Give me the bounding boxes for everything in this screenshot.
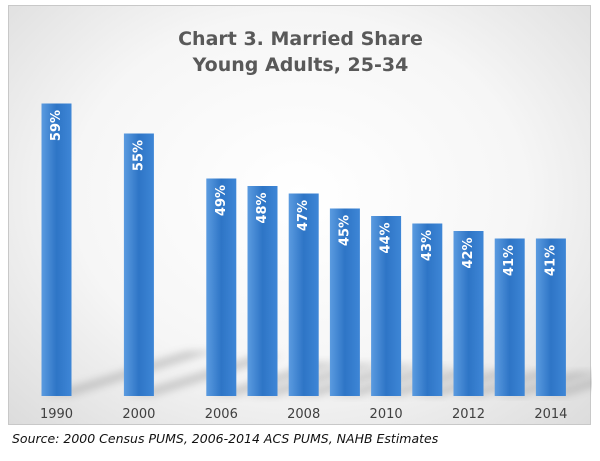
x-tick-label-2014: 2014: [534, 407, 567, 422]
chart-title-line-1: Chart 3. Married Share: [178, 28, 423, 50]
bar-2012: [453, 231, 484, 396]
x-tick-label-2006: 2006: [205, 407, 238, 422]
data-label-2011: 43%: [420, 230, 435, 261]
x-tick-label-2008: 2008: [287, 407, 320, 422]
bar-2013: [494, 238, 525, 396]
data-label-2008: 47%: [296, 200, 311, 231]
data-label-2007: 48%: [255, 192, 270, 223]
bar-1990: [41, 103, 72, 396]
data-label-2013: 41%: [502, 245, 517, 276]
data-label-2000: 55%: [131, 140, 146, 171]
bar-2009: [329, 208, 360, 396]
chart-frame: 59% 55% 49% 48% 47% 45% 44% 43% 42% 41% 41% 1990 20…: [8, 5, 592, 425]
data-label-2012: 42%: [461, 237, 476, 268]
bar-2008: [288, 193, 319, 396]
data-label-2014: 41%: [543, 245, 558, 276]
bar-2011: [412, 223, 443, 396]
chart-title: Chart 3. Married Share Young Adults, 25-…: [9, 26, 592, 78]
source-note: Source: 2000 Census PUMS, 2006-2014 ACS …: [12, 431, 439, 446]
data-label-1990: 59%: [49, 110, 64, 141]
data-label-2009: 45%: [337, 215, 352, 246]
bar-2006: [206, 178, 237, 396]
data-label-2006: 49%: [214, 185, 229, 216]
x-tick-label-1990: 1990: [40, 407, 73, 422]
chart-title-line-2: Young Adults, 25-34: [192, 54, 409, 76]
bar-2007: [247, 186, 278, 396]
bar-shadow: [123, 355, 284, 396]
x-tick-label-2010: 2010: [370, 407, 403, 422]
bar-2000: [123, 133, 154, 396]
bar-chart: 59% 55% 49% 48% 47% 45% 44% 43% 42% 41% 41% 1990 20…: [40, 103, 592, 422]
bar-2010: [371, 216, 402, 396]
x-tick-label-2000: 2000: [122, 407, 155, 422]
data-label-2010: 44%: [379, 222, 394, 253]
bar-2014: [535, 238, 566, 396]
x-tick-label-2012: 2012: [452, 407, 485, 422]
